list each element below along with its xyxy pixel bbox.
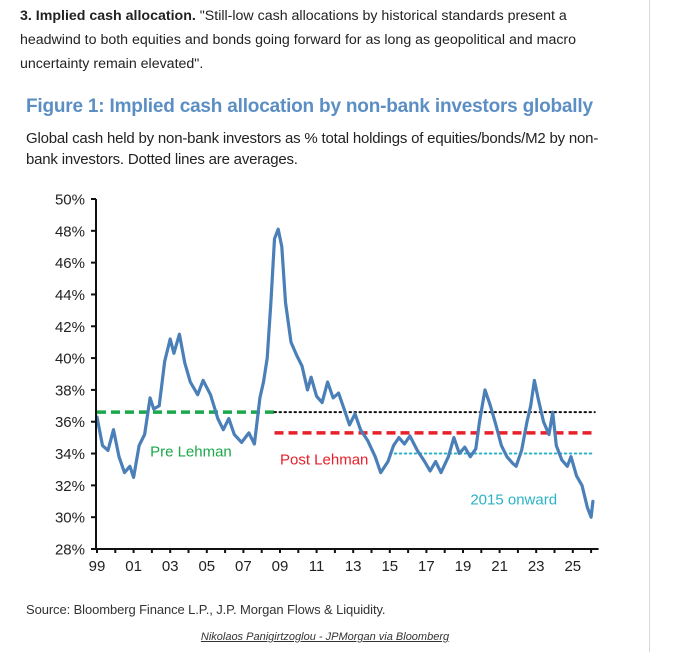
y-tick-label: 36% [55,414,85,431]
y-tick-label: 42% [55,319,85,336]
y-tick-label: 38% [55,382,85,399]
y-tick-label: 44% [55,287,85,304]
figure-title: Figure 1: Implied cash allocation by non… [26,96,593,117]
x-tick-label: 13 [345,558,362,575]
series-layer [95,227,595,519]
x-tick-label: 05 [198,558,215,575]
x-tick-label: 99 [89,558,106,575]
x-tick-label: 11 [309,558,325,575]
x-tick-label: 15 [381,558,398,575]
series-line-cash-allocation [95,227,595,519]
figure-source: Source: Bloomberg Finance L.P., J.P. Mor… [26,602,386,617]
x-tick-label: 03 [162,558,179,575]
intro-paragraph: 3. Implied cash allocation. "Still-low c… [20,4,630,76]
figure-subtitle: Global cash held by non-bank investors a… [26,130,599,168]
annotation-pre-lehman: Pre Lehman [150,444,232,461]
x-tick-label: 19 [455,558,472,575]
intro-heading: 3. Implied cash allocation. [20,8,196,24]
image-credit-link[interactable]: Nikolaos Panigirtzoglou - JPMorgan via B… [200,631,450,643]
y-tick-label: 50% [55,192,85,209]
intro-quote: "Still-low cash allocations by historica… [20,8,577,72]
x-tick-label: 09 [272,558,289,575]
y-tick-label: 32% [55,478,85,495]
annotation-2015-onward: 2015 onward [470,491,557,508]
x-tick-label: 07 [235,558,252,575]
annotation-post-lehman: Post Lehman [280,452,368,469]
x-tick-label: 01 [125,558,142,575]
content-right-border [649,0,650,652]
x-tick-label: 21 [491,558,508,575]
x-tick-label: 23 [528,558,545,575]
y-tick-label: 40% [55,351,85,368]
y-tick-label: 34% [55,446,85,463]
chart: 28% 30% 32% 34% 36% 38% 40% 42% 44% 46% 48% 50% 99 01… [55,192,599,575]
annotations: Pre Lehman Post Lehman 2015 onward [150,444,557,509]
x-tick-label: 25 [564,558,581,575]
y-tick-label: 48% [55,223,85,240]
x-tick-label: 17 [418,558,435,575]
y-tick-label: 28% [55,542,85,559]
y-tick-label: 46% [55,255,85,272]
y-tick-label: 30% [55,510,85,527]
axes: 28% 30% 32% 34% 36% 38% 40% 42% 44% 46% 48% 50% 99 01… [55,192,599,575]
